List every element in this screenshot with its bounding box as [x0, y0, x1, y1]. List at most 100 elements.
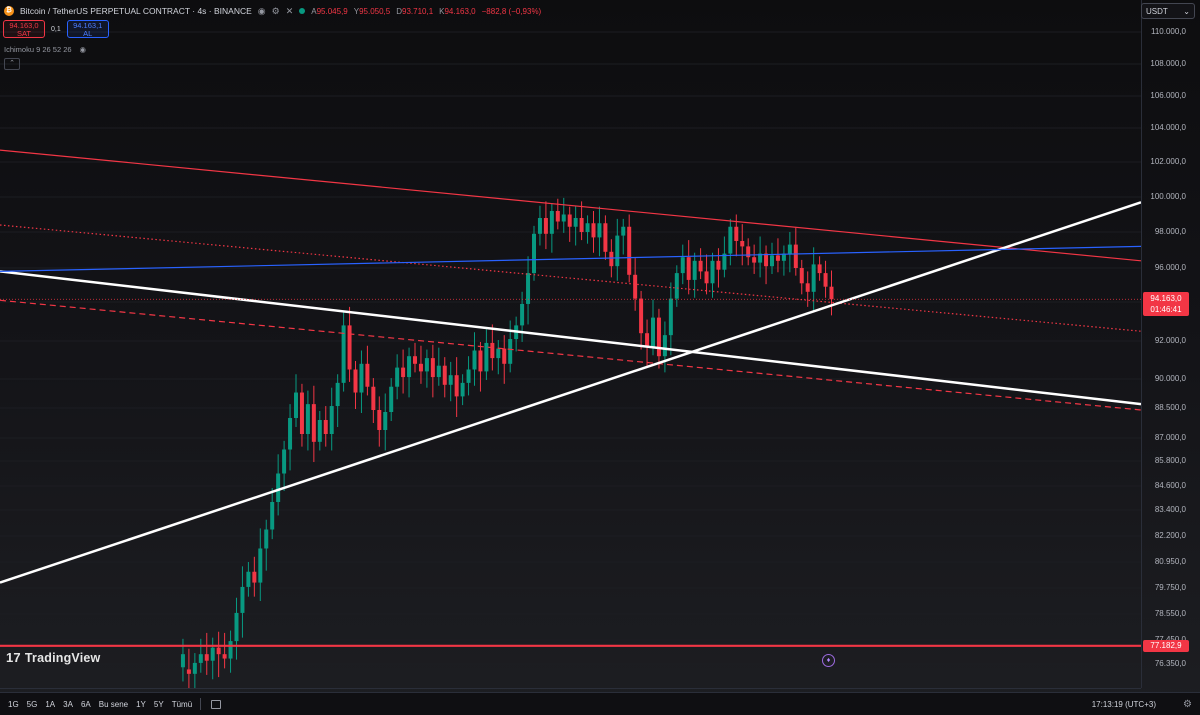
- candle-body: [240, 586, 245, 613]
- price-tick-label: 78.550,0: [1154, 609, 1186, 618]
- range-button[interactable]: 5G: [26, 699, 38, 709]
- red-trendline: [0, 224, 1141, 332]
- candle-body: [246, 571, 251, 587]
- range-button[interactable]: Tümü: [171, 699, 193, 709]
- candle-body: [299, 392, 304, 434]
- range-button[interactable]: 3A: [63, 699, 73, 709]
- candle-body: [799, 268, 804, 284]
- candle-body: [216, 647, 221, 655]
- buy-button[interactable]: 94.163,1 AL: [66, 20, 109, 38]
- candle-body: [496, 348, 501, 359]
- candle-body: [555, 211, 560, 222]
- white-trendline: [0, 201, 1141, 584]
- range-button[interactable]: 5Y: [153, 699, 164, 709]
- candle-body: [627, 226, 632, 275]
- price-chart[interactable]: [0, 0, 1141, 688]
- clock[interactable]: 17:13:19 (UTC+3): [1091, 699, 1156, 709]
- candle-body: [686, 257, 691, 280]
- collapse-chevron-icon[interactable]: ⌃: [4, 58, 20, 70]
- candle-body: [418, 363, 423, 372]
- horizontal-line-price-tag: 77.182,9: [1143, 639, 1189, 652]
- candle-body: [740, 241, 745, 247]
- ichimoku-indicator-label[interactable]: Ichimoku 9 26 52 26 ◉: [4, 45, 87, 54]
- candle-body: [668, 298, 673, 336]
- candle-body: [347, 325, 352, 370]
- candle-body: [710, 260, 715, 284]
- candle-body: [645, 333, 650, 347]
- symbol-title[interactable]: Bitcoin / TetherUS PERPETUAL CONTRACT · …: [20, 6, 252, 16]
- candle-body: [341, 325, 346, 383]
- candle-body: [775, 255, 780, 261]
- candle-body: [793, 244, 798, 268]
- price-tick-label: 106.000,0: [1150, 91, 1186, 100]
- candle-body: [282, 449, 287, 474]
- symbol-header: ₿ Bitcoin / TetherUS PERPETUAL CONTRACT …: [4, 4, 541, 18]
- candle-body: [567, 214, 572, 227]
- candle-body: [692, 260, 697, 280]
- price-tick-label: 80.950,0: [1154, 557, 1186, 566]
- close-icon[interactable]: ✕: [285, 5, 294, 16]
- watermark-text: TradingView: [24, 650, 101, 665]
- candle-body: [752, 257, 757, 263]
- candle-body: [746, 246, 751, 258]
- candle-body: [484, 342, 489, 372]
- candle-body: [615, 235, 620, 267]
- candle-body: [585, 223, 590, 232]
- candle-body: [252, 571, 257, 583]
- settings-gear-icon[interactable]: ⚙: [1183, 698, 1192, 710]
- candle-body: [323, 420, 328, 434]
- candle-body: [662, 335, 667, 357]
- candle-body: [722, 253, 727, 270]
- candle-body: [758, 253, 763, 263]
- price-tick-label: 100.000,0: [1150, 192, 1186, 201]
- candle-body: [478, 350, 483, 372]
- range-button[interactable]: 6A: [80, 699, 91, 709]
- price-tick-label: 88.500,0: [1154, 403, 1186, 412]
- market-status-dot: [299, 8, 306, 14]
- eye-icon[interactable]: ◉: [257, 5, 266, 16]
- candle-body: [228, 641, 233, 659]
- candle-body: [383, 412, 388, 430]
- red-trendline: [0, 299, 1141, 411]
- currency-select[interactable]: USDT ⌄: [1141, 3, 1195, 19]
- candle-body: [591, 223, 596, 238]
- candle-body: [430, 358, 435, 378]
- candle-body: [633, 274, 638, 299]
- candle-body: [442, 365, 447, 385]
- candle-body: [460, 382, 465, 397]
- range-button[interactable]: 1Y: [136, 699, 146, 709]
- candle-body: [621, 226, 626, 236]
- candle-body: [651, 317, 655, 347]
- candle-body: [787, 244, 792, 254]
- price-tick-label: 102.000,0: [1150, 157, 1186, 166]
- sell-button[interactable]: 94.163,0 SAT: [3, 20, 45, 38]
- candle-body: [490, 342, 495, 359]
- event-icon[interactable]: ♦: [822, 654, 835, 667]
- candle-body: [609, 251, 614, 267]
- price-tick-label: 76.350,0: [1154, 659, 1186, 668]
- gear-icon[interactable]: ⚙: [271, 5, 280, 16]
- range-button[interactable]: 1A: [45, 699, 56, 709]
- candle-body: [180, 654, 185, 668]
- price-tick-label: 110.000,0: [1151, 27, 1186, 36]
- blue-trendline: [0, 245, 1141, 272]
- range-button[interactable]: Bu sene: [98, 699, 129, 709]
- eye-icon[interactable]: ◉: [79, 45, 87, 54]
- candle-body: [377, 410, 382, 430]
- candle-body: [401, 367, 406, 378]
- order-panel: 94.163,0 SAT 0,1 94.163,1 AL: [3, 20, 109, 38]
- candle-body: [353, 369, 358, 393]
- candle-body: [561, 214, 566, 222]
- calendar-icon[interactable]: [211, 699, 222, 709]
- candle-body: [704, 271, 709, 284]
- price-axis[interactable]: 110.000,0 108.000,0 106.000,0 104.000,0 102.…: [1141, 0, 1200, 688]
- white-trendline: [0, 270, 1141, 406]
- candle-body: [811, 264, 816, 292]
- candle-body: [734, 226, 739, 241]
- candle-body: [311, 404, 316, 442]
- spread-value: 0,1: [51, 25, 61, 33]
- price-tick-label: 98.000,0: [1154, 227, 1186, 236]
- red-trendline: [0, 149, 1141, 262]
- range-button[interactable]: 1G: [8, 699, 19, 709]
- candle-body: [508, 339, 513, 364]
